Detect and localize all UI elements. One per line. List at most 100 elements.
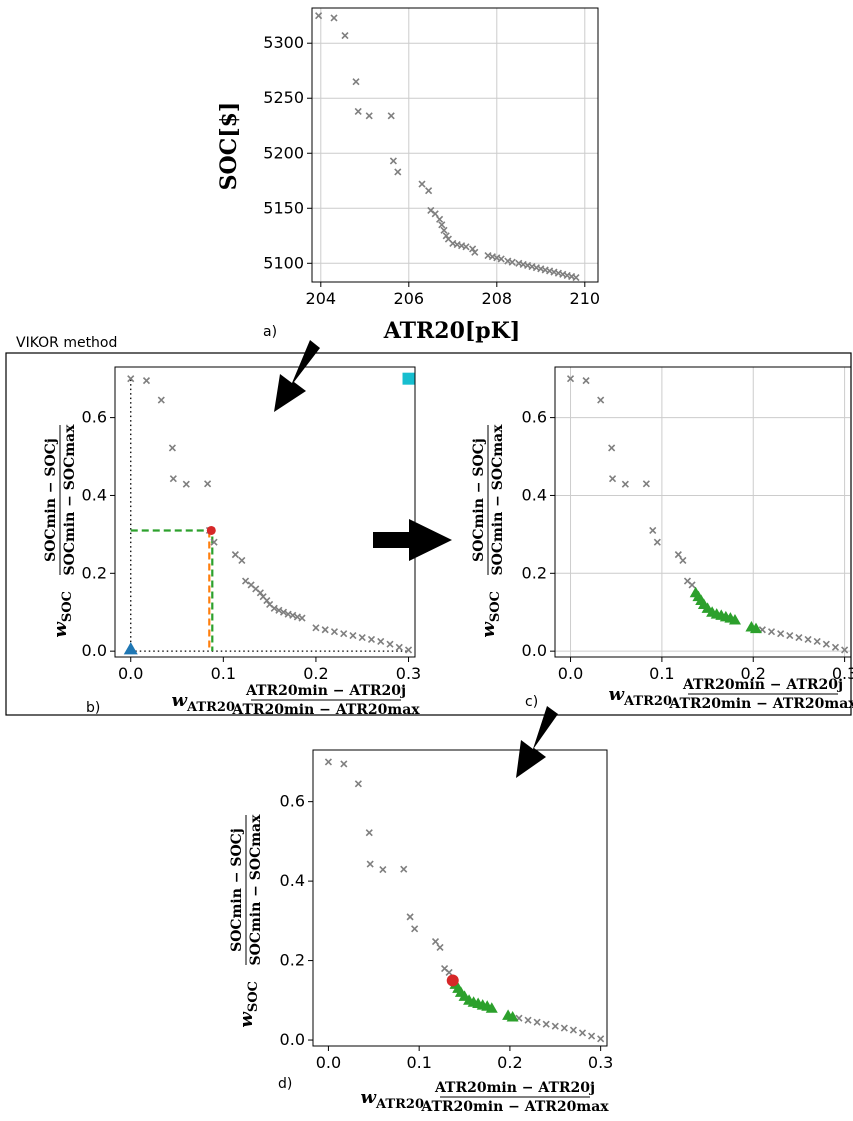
chart-b-series0-point-27 (330, 628, 339, 636)
chart-a-xtick-label-2: 208 (482, 289, 513, 308)
chart-d-xtick-label-0: 0.0 (316, 1053, 341, 1072)
arrow-a-to-b (274, 340, 320, 412)
chart-b-series0-point-35 (404, 646, 413, 654)
chart-a-series0-point-6 (387, 112, 395, 120)
chart-a-series0-point-8 (394, 168, 402, 176)
chart-a-series0-point-1 (330, 14, 338, 22)
chart-b-xlabel-denominator: ATR20min − ATR20max (231, 702, 420, 718)
chart-c-ytick-label-3: 0.6 (522, 408, 547, 427)
panel-label-c: c) (525, 694, 538, 710)
panel-label-b: b) (86, 700, 100, 716)
arrow-c-to-d (516, 706, 558, 778)
chart-c-series0-point-14 (767, 628, 776, 636)
chart-d-ytick-label-2: 0.4 (280, 871, 305, 890)
chart-c-series1-point-10 (728, 614, 741, 625)
chart-c-series0-point-8 (653, 538, 661, 546)
chart-c-ytick-label-2: 0.4 (522, 485, 547, 504)
chart-b-series0-point-6 (204, 480, 212, 488)
chart-c-series0-point-1 (582, 377, 590, 385)
chart-d-series0-point-9 (431, 937, 440, 946)
chart-c-series0-point-10 (679, 556, 687, 565)
chart-d-selected-point-marker (446, 974, 459, 987)
chart-b-series0-point-29 (349, 632, 357, 640)
chart-d-ytick-label-1: 0.2 (280, 951, 305, 970)
chart-b-series0-point-10 (238, 556, 246, 565)
chart-c-ylabel-prefix-sub: SOC (488, 591, 503, 622)
chart-c-series0-point-4 (608, 475, 617, 483)
chart-c-series0-point-0 (566, 375, 575, 383)
chart-d-xlabel-prefix-sub: ATR20 (375, 1097, 424, 1112)
chart-d-series0-point-15 (533, 1018, 541, 1026)
chart-c-ytick-label-1: 0.2 (522, 563, 547, 582)
chart-d-series1-point-9 (485, 1002, 498, 1013)
chart-a-series0-point-43 (572, 274, 580, 282)
chart-c-series0-point-21 (831, 643, 840, 651)
chart-d-series0-point-19 (569, 1026, 577, 1034)
chart-a-series0-point-27 (497, 255, 505, 263)
chart-c-series0-point-22 (841, 646, 849, 654)
chart-a-series0-point-4 (354, 107, 362, 116)
chart-b-plot-frame (114, 366, 416, 658)
chart-a-xtick-label-1: 206 (394, 289, 425, 308)
chart-c-series0-point-2 (597, 396, 605, 404)
chart-c-ylabel-denominator: SOCmin − SOCmax (490, 424, 506, 576)
panel-label-d: d) (278, 1076, 292, 1092)
chart-a-series0-point-23 (471, 248, 479, 256)
chart-c-xlabel-prefix: wATR20 (609, 684, 672, 709)
chart-a-ylabel: SOC[$] (216, 102, 242, 191)
chart-b-series0-point-28 (340, 630, 348, 638)
chart-c-series0-point-6 (642, 480, 650, 488)
chart-a-plot-frame (311, 7, 599, 283)
chart-d-series0-point-16 (542, 1020, 550, 1028)
chart-a-series0-point-14 (438, 221, 446, 229)
chart-d-series0-point-21 (588, 1032, 596, 1040)
chart-c-plot-frame (554, 366, 852, 658)
chart-c-xtick-label-0: 0.0 (558, 664, 583, 683)
chart-d-ytick-label-3: 0.6 (280, 792, 305, 811)
chart-b-series0-point-19 (275, 606, 283, 614)
chart-d-series0-point-2 (354, 780, 362, 788)
chart-a-ytick-label-2: 5200 (263, 143, 304, 162)
chart-b-series0-point-34 (395, 643, 403, 651)
chart-d-series0-point-3 (365, 829, 373, 837)
chart-d-series0-point-5 (379, 866, 387, 874)
chart-d-xtick-label-3: 0.3 (588, 1053, 613, 1072)
chart-b-ylabel-numerator: SOCmin − SOCj (43, 438, 59, 562)
chart-a-xtick-label-3: 210 (570, 289, 601, 308)
chart-b-xlabel-prefix: wATR20 (172, 690, 235, 715)
chart-d-series0-point-7 (406, 913, 414, 921)
chart-b-series0-point-1 (142, 377, 151, 385)
chart-b-anti-ideal-point-marker (402, 372, 415, 385)
chart-b-series0-point-20 (279, 608, 288, 616)
chart-c-series0-point-15 (777, 630, 785, 638)
chart-c-xlabel-numerator: ATR20min − ATR20j (682, 677, 843, 693)
chart-d-series0-point-20 (578, 1029, 587, 1037)
chart-d-xlabel-prefix: wATR20 (361, 1087, 424, 1112)
chart-b-ytick-label-2: 0.4 (82, 485, 107, 504)
chart-c-series0-point-19 (813, 637, 821, 645)
chart-c-xlabel-prefix-sub: ATR20 (623, 694, 672, 709)
chart-c-xtick-label-1: 0.1 (649, 664, 674, 683)
chart-d-xlabel-denominator: ATR20min − ATR20max (420, 1099, 609, 1115)
chart-c-xlabel: wATR20 ATR20min − ATR20j ATR20min − ATR20m… (609, 677, 853, 712)
chart-c-xtick-label-2: 0.2 (741, 664, 766, 683)
chart-a-series0-point-0 (315, 12, 323, 20)
vikor-method-label: VIKOR method (16, 335, 117, 351)
chart-c-ylabel-numerator: SOCmin − SOCj (471, 438, 487, 562)
chart-b-ytick-label-0: 0.0 (82, 641, 107, 660)
chart-d-xtick-label-2: 0.2 (497, 1053, 522, 1072)
chart-a-series0-point-29 (508, 258, 516, 266)
chart-c-ylabel: wSOC SOCmin − SOCj SOCmin − SOCmax (471, 424, 506, 638)
chart-d-plot-frame (312, 749, 608, 1047)
chart-d-series0-point-6 (400, 865, 408, 873)
chart-a-series0-point-2 (341, 31, 349, 40)
chart-b-xlabel-numerator: ATR20min − ATR20j (245, 683, 406, 699)
chart-c-series0-point-12 (688, 581, 696, 589)
chart-a-series0-point-5 (365, 112, 373, 120)
chart-c-xtick-label-3: 0.3 (832, 664, 853, 683)
chart-a-xlabel: ATR20[pK] (383, 318, 520, 344)
chart-b-ylabel: wSOC SOCmin − SOCj SOCmin − SOCmax (43, 424, 78, 638)
